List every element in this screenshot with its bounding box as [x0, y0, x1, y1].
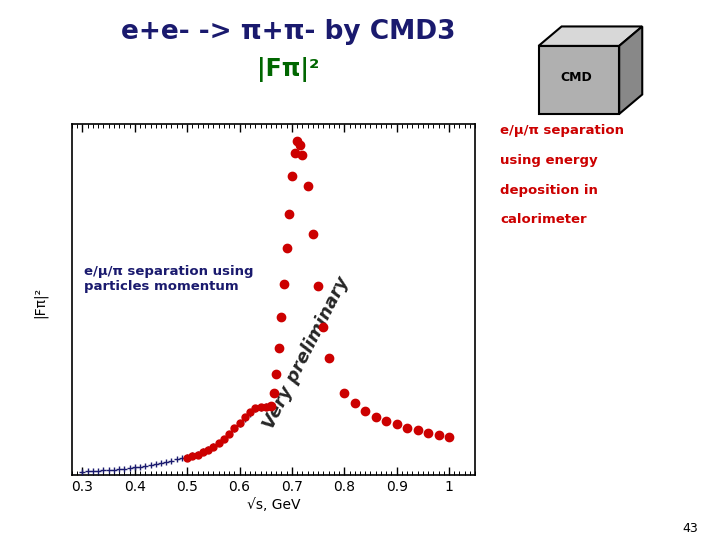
Polygon shape: [619, 26, 642, 114]
Text: |Fπ|²: |Fπ|²: [32, 287, 47, 318]
Text: Very preliminary: Very preliminary: [260, 273, 352, 431]
Text: calorimeter: calorimeter: [500, 213, 587, 226]
Text: CMD: CMD: [561, 71, 593, 84]
Text: e+e- -> π+π- by CMD3: e+e- -> π+π- by CMD3: [121, 19, 455, 45]
Polygon shape: [539, 46, 619, 114]
X-axis label: √s, GeV: √s, GeV: [247, 498, 300, 512]
Text: e/μ/π separation: e/μ/π separation: [500, 124, 624, 137]
Text: 43: 43: [683, 522, 698, 535]
Text: deposition in: deposition in: [500, 184, 598, 197]
Text: using energy: using energy: [500, 154, 598, 167]
Text: |Fπ|²: |Fπ|²: [257, 57, 319, 82]
Text: e/μ/π separation using
particles momentum: e/μ/π separation using particles momentu…: [84, 265, 253, 293]
Polygon shape: [539, 26, 642, 46]
